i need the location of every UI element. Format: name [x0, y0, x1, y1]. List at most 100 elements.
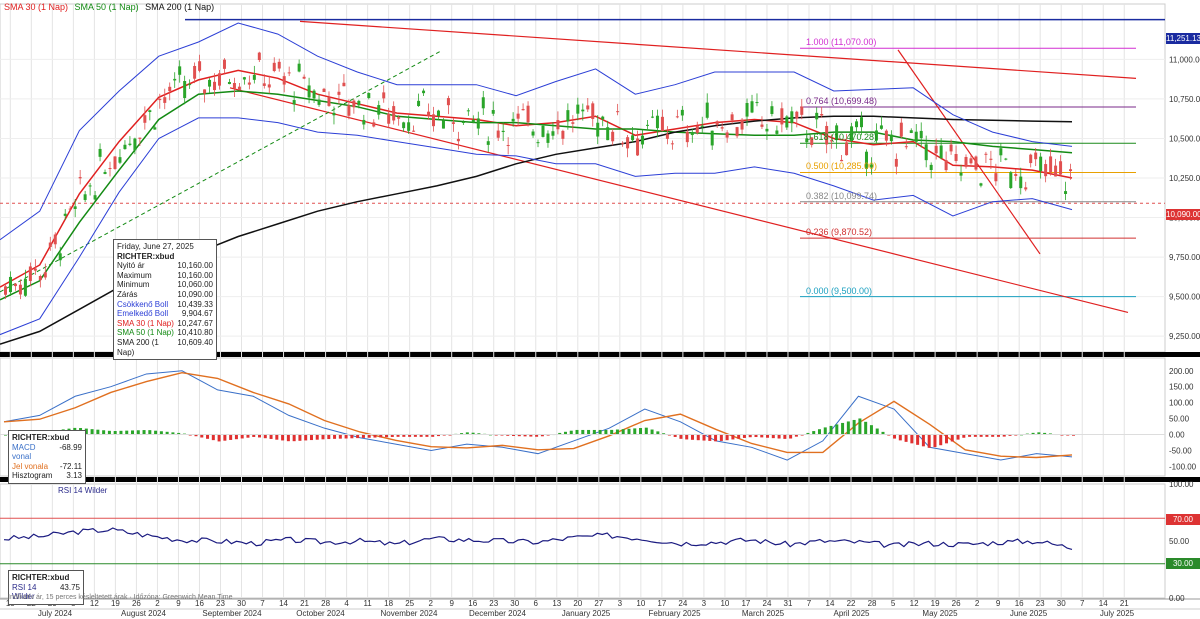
macd-histogram-bar	[344, 434, 348, 439]
candle-body	[302, 76, 306, 79]
candle-body	[38, 275, 42, 281]
candle-body	[929, 164, 933, 170]
candle-body	[770, 106, 774, 114]
candle-body	[257, 52, 261, 61]
candle-body	[1009, 172, 1013, 189]
candle-body	[730, 114, 734, 121]
x-month-label: October 2024	[296, 609, 345, 618]
trend-line	[229, 87, 1129, 314]
candle-body	[451, 122, 455, 124]
candle-body	[815, 112, 819, 120]
macd-histogram-bar	[154, 430, 158, 435]
ohlc-tooltip: Friday, June 27, 2025 RICHTER:xbud Nyitó…	[113, 239, 217, 361]
sma50-legend[interactable]: SMA 50 (1 Nap)	[74, 2, 139, 12]
candle-body	[138, 137, 142, 139]
candle-body	[247, 82, 251, 85]
macd-histogram-bar	[725, 434, 729, 441]
candle-body	[795, 111, 799, 119]
candle-body	[307, 85, 311, 98]
macd-histogram-bar	[962, 434, 966, 438]
macd-histogram-bar	[777, 434, 781, 439]
candle-body	[232, 83, 236, 89]
candle-body	[18, 284, 22, 295]
candle-body	[536, 142, 540, 144]
sma50-line	[0, 90, 1073, 301]
macd-histogram-bar	[569, 430, 573, 435]
candle-body	[919, 130, 923, 139]
tooltip-value: 10,160.00	[177, 261, 213, 271]
candle-body	[387, 113, 391, 124]
candle-body	[780, 108, 784, 125]
candle-body	[845, 142, 849, 156]
x-tick-label: 14	[279, 599, 288, 608]
candle-body	[835, 125, 839, 141]
rsi-tick-label: 50.00	[1169, 537, 1190, 546]
candle-body	[974, 156, 978, 170]
rsi-line	[3, 527, 1073, 550]
x-tick-label: 14	[826, 599, 835, 608]
macd-histogram-bar	[1072, 434, 1075, 436]
candle-body	[650, 116, 654, 118]
x-tick-label: 10	[636, 599, 645, 608]
tooltip-key: Minimum	[117, 280, 150, 290]
x-tick-label: 3	[702, 599, 707, 608]
candle-body	[133, 138, 137, 151]
x-tick-label: 21	[300, 599, 309, 608]
candle-body	[402, 122, 406, 129]
candle-body	[436, 110, 440, 117]
candle-body	[412, 130, 416, 132]
candle-body	[855, 121, 859, 128]
candle-body	[1059, 161, 1063, 175]
macd-histogram-bar	[512, 434, 516, 436]
candle-body	[1029, 154, 1033, 164]
tooltip-value: 10,060.00	[177, 280, 213, 290]
candle-body	[899, 122, 903, 137]
macd-histogram-bar	[292, 434, 296, 442]
candle-body	[496, 130, 500, 138]
candle-body	[561, 130, 565, 139]
macd-histogram-bar	[535, 434, 539, 437]
candle-body	[188, 84, 192, 86]
macd-histogram-bar	[171, 432, 175, 435]
candle-body	[178, 66, 182, 75]
candle-body	[148, 110, 152, 112]
candle-body	[979, 183, 983, 186]
candle-body	[471, 119, 475, 123]
x-tick-label: 12	[90, 599, 99, 608]
candle-body	[636, 138, 640, 156]
candle-body	[208, 79, 212, 87]
macd-histogram-bar	[789, 434, 793, 439]
candle-body	[13, 283, 17, 287]
candle-body	[456, 138, 460, 142]
x-tick-label: 13	[552, 599, 561, 608]
macd-histogram-bar	[754, 434, 758, 438]
macd-histogram-bar	[973, 434, 977, 437]
candle-body	[964, 156, 968, 167]
macd-histogram-bar	[587, 429, 591, 435]
macd-tick-label: 150.00	[1169, 383, 1194, 392]
candle-body	[725, 132, 729, 138]
candle-body	[765, 128, 769, 132]
macd-box-key: Hisztogram	[12, 471, 53, 481]
x-month-label: November 2024	[381, 609, 438, 618]
x-tick-label: 6	[534, 599, 539, 608]
macd-histogram-bar	[696, 434, 700, 441]
candle-body	[103, 172, 107, 174]
candle-body	[860, 117, 863, 128]
x-tick-label: 19	[931, 599, 940, 608]
macd-histogram-bar	[136, 430, 140, 435]
candle-body	[33, 268, 37, 271]
candle-body	[1049, 156, 1053, 173]
candle-body	[198, 61, 202, 71]
candle-body	[367, 93, 371, 99]
macd-box-value: -72.11	[59, 461, 82, 471]
macd-histogram-bar	[379, 434, 383, 438]
sma30-legend[interactable]: SMA 30 (1 Nap)	[4, 2, 69, 12]
candle-body	[541, 125, 545, 137]
macd-histogram-bar	[846, 421, 850, 435]
candle-body	[397, 117, 401, 119]
candle-body	[820, 113, 824, 116]
macd-histogram-bar	[338, 434, 342, 439]
candle-body	[934, 145, 938, 154]
sma200-legend[interactable]: SMA 200 (1 Nap)	[145, 2, 215, 12]
